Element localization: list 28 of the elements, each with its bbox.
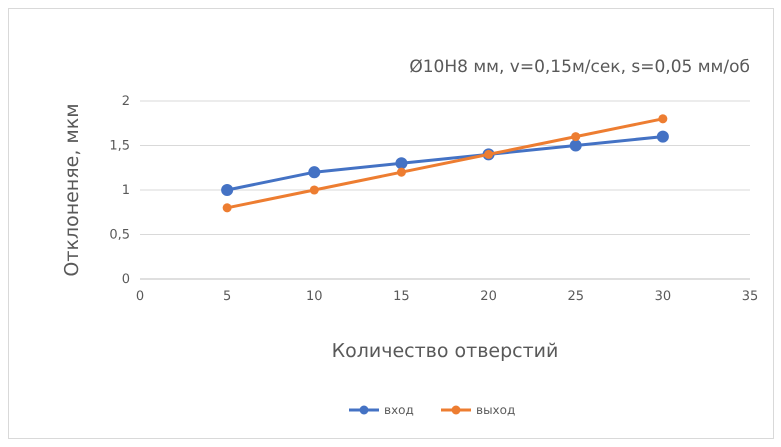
y-axis-title: Отклоненяе, мкм [61, 103, 83, 277]
point [396, 168, 406, 177]
point [222, 203, 232, 212]
y-tick-label: 0 [122, 272, 130, 288]
y-tick-label: 0,5 [109, 228, 130, 243]
x-tick-label: 5 [223, 289, 232, 304]
point [570, 139, 582, 152]
x-tick-label: 15 [393, 289, 410, 304]
point [658, 114, 668, 124]
x-tick-label: 30 [654, 289, 672, 304]
point [571, 132, 580, 142]
chart-title: Ø10Н8 мм, v=0,15м/сек, s=0,05 мм/об [409, 57, 750, 77]
x-axis-title: Количество отверстий [332, 340, 558, 362]
x-tick-label: 10 [306, 289, 323, 304]
point [656, 130, 669, 143]
x-tick-label: 35 [742, 289, 758, 304]
x-tick-label: 0 [136, 289, 144, 304]
point [310, 185, 319, 195]
legend-label: выход [476, 403, 516, 417]
x-tick-label: 25 [567, 289, 584, 304]
x-tick-label: 20 [480, 289, 497, 304]
point [221, 184, 234, 196]
y-tick-label: 1 [122, 183, 130, 198]
y-tick-label: 1,5 [109, 138, 130, 154]
legend-label: вход [384, 403, 414, 417]
point [308, 166, 320, 178]
y-tick-label: 2 [122, 94, 130, 110]
point [395, 157, 408, 170]
